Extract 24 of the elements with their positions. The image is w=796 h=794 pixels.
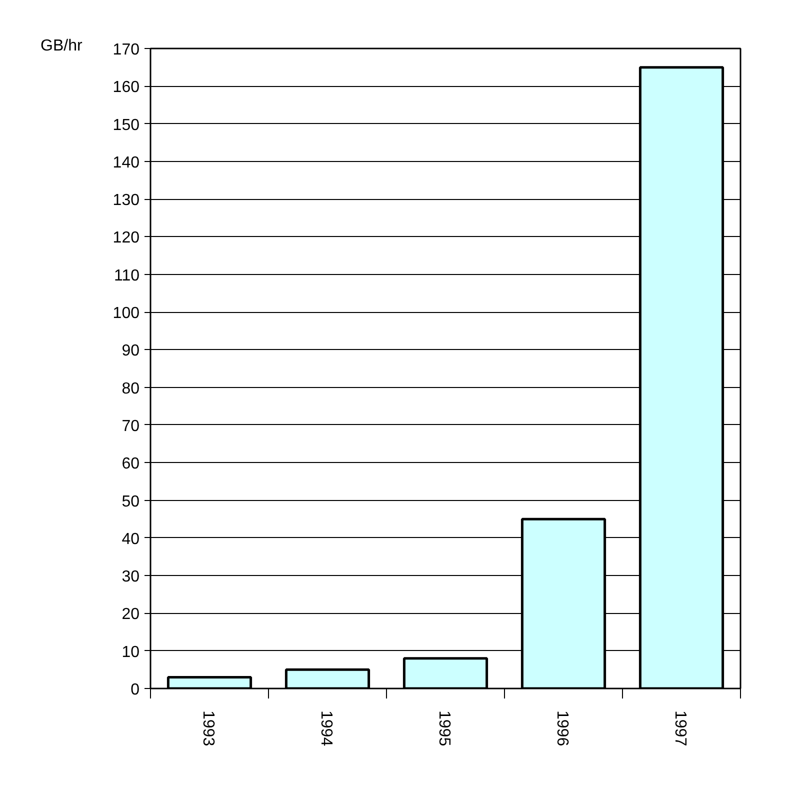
y-tick-label: 20 (122, 606, 140, 624)
y-tick-label: 100 (112, 305, 140, 322)
x-tick-label: 1996 (554, 710, 570, 746)
y-tick-label: 80 (122, 380, 140, 398)
y-tick-label: 60 (122, 456, 140, 473)
x-tick-label: 1993 (200, 710, 216, 746)
x-tick-label: 1994 (318, 710, 334, 746)
y-tick-label: 10 (122, 644, 140, 661)
y-tick-label: 90 (122, 342, 140, 360)
y-tick-label: 0 (130, 682, 140, 698)
y-tick-label: 70 (122, 418, 140, 435)
y-tick-label: 170 (112, 42, 140, 58)
y-tick-label: 160 (112, 79, 140, 96)
x-tick-label: 1997 (672, 710, 688, 746)
y-tick-label: 150 (112, 116, 140, 134)
y-tick-label: 30 (122, 568, 140, 586)
y-tick-label: 130 (112, 192, 140, 210)
y-tick-label: 110 (114, 267, 140, 284)
y-axis-title: GB/hr (40, 38, 83, 54)
y-tick-label: 120 (112, 230, 140, 247)
y-tick-label: 40 (122, 530, 140, 548)
y-tick-label: 50 (122, 493, 140, 510)
x-tick-label: 1995 (436, 710, 452, 746)
y-tick-label: 140 (112, 154, 140, 172)
